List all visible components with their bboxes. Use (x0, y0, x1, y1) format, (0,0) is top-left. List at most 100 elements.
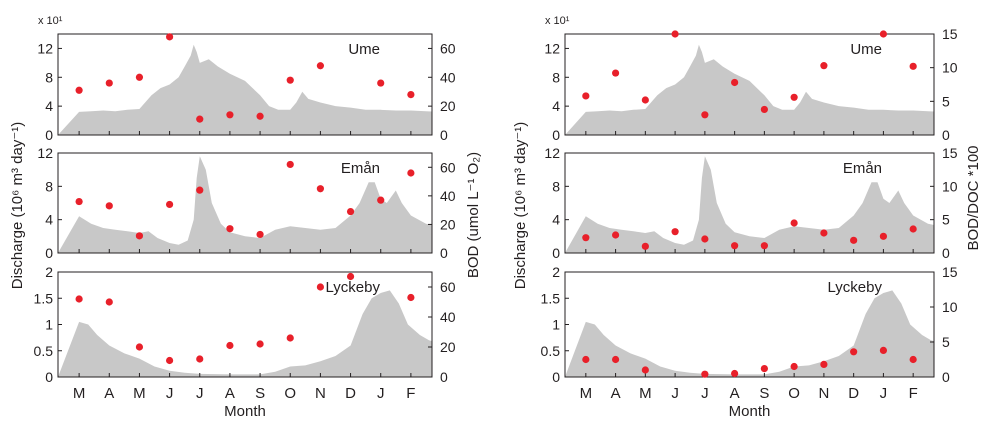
left-y-axis-label: Discharge (10⁶ m³ day⁻¹) (9, 122, 26, 289)
subplot-frame (57, 33, 433, 136)
data-point (879, 30, 888, 38)
month-label: J (166, 385, 174, 402)
subplot-frame (57, 152, 433, 254)
axis-multiplier: x 10¹ (38, 15, 63, 27)
left-tick-label: 0 (552, 369, 560, 385)
data-point (286, 76, 294, 84)
data-point (731, 242, 739, 250)
data-point (611, 69, 620, 77)
data-point (879, 346, 888, 354)
discharge-area (565, 290, 934, 377)
month-label: J (880, 385, 888, 402)
month-label: D (848, 385, 859, 402)
data-point (760, 242, 768, 250)
data-point (582, 355, 590, 364)
month-label: O (788, 385, 800, 402)
data-point (105, 202, 113, 210)
data-point (909, 62, 917, 70)
left-tick-label: 12 (37, 145, 53, 161)
data-point (196, 115, 204, 123)
data-point (135, 343, 144, 351)
right-tick-label: 60 (440, 279, 456, 295)
data-point (879, 232, 888, 240)
data-point (165, 200, 174, 209)
data-point (909, 355, 917, 364)
left-tick-label: 4 (552, 212, 560, 228)
data-point (701, 370, 709, 378)
data-point (611, 355, 620, 364)
data-point (407, 293, 415, 302)
data-point (820, 229, 828, 237)
data-point (196, 186, 204, 194)
left-tick-label: 0 (45, 369, 53, 385)
data-point (641, 96, 649, 104)
data-point (641, 242, 649, 250)
left-tick-label: 2 (45, 264, 53, 280)
data-point (346, 272, 355, 281)
right-y-axis-label: BOD (umol L⁻¹ O₂) (465, 152, 482, 278)
month-label: A (225, 385, 235, 402)
data-point (671, 228, 679, 236)
data-point (790, 93, 798, 101)
data-point (226, 341, 234, 350)
data-point (165, 33, 174, 41)
right-tick-label: 60 (440, 159, 456, 175)
data-point (671, 30, 679, 38)
right-y-axis-label: BOD/DOC *100 (965, 145, 982, 250)
axis-multiplier: x 10¹ (545, 15, 570, 27)
left-tick-label: 8 (552, 178, 560, 194)
month-label: M (73, 385, 86, 402)
subplot-title: Ume (850, 41, 882, 58)
x-axis-label: Month (729, 403, 771, 420)
month-label: A (730, 385, 740, 402)
data-point (75, 86, 83, 94)
data-point (256, 112, 264, 120)
data-point (286, 334, 294, 342)
month-label: J (671, 385, 679, 402)
right-tick-label: 40 (440, 69, 456, 85)
month-label: D (345, 385, 356, 402)
month-label: J (701, 385, 709, 402)
right-tick-label: 0 (440, 245, 448, 261)
left-tick-label: 1.5 (34, 290, 54, 306)
data-point (641, 366, 649, 374)
month-label: N (315, 385, 326, 402)
data-point (75, 197, 83, 206)
left-tick-label: 8 (45, 178, 53, 194)
subplot-frame (564, 33, 935, 136)
data-point (731, 369, 739, 378)
data-point (820, 360, 828, 368)
data-point (582, 234, 590, 242)
right-tick-label: 0 (440, 369, 448, 385)
discharge-area (565, 44, 934, 135)
data-point (105, 298, 113, 306)
right-tick-label: 0 (942, 245, 950, 261)
month-label: O (284, 385, 296, 402)
data-point (256, 230, 264, 239)
right-tick-label: 0 (440, 127, 448, 143)
data-point (316, 283, 325, 291)
month-label: S (255, 385, 265, 402)
right-tick-label: 20 (440, 216, 456, 232)
right-tick-label: 10 (942, 299, 958, 315)
data-point (407, 169, 415, 177)
month-label: N (818, 385, 829, 402)
data-point (377, 79, 385, 87)
data-point (582, 92, 590, 100)
month-label: M (639, 385, 652, 402)
subplot-title: Ume (348, 41, 380, 58)
right-tick-label: 0 (942, 369, 950, 385)
discharge-area (58, 44, 432, 135)
right-tick-label: 0 (942, 127, 950, 143)
data-point (165, 356, 174, 365)
month-label: J (196, 385, 204, 402)
data-point (407, 91, 415, 99)
left-tick-label: 12 (544, 145, 560, 161)
right-tick-label: 60 (440, 40, 456, 56)
left-tick-label: 0.5 (541, 343, 561, 359)
data-point (377, 196, 385, 204)
month-label: F (909, 385, 918, 402)
data-point (226, 111, 234, 119)
data-point (850, 348, 858, 356)
right-tick-label: 40 (440, 188, 456, 204)
